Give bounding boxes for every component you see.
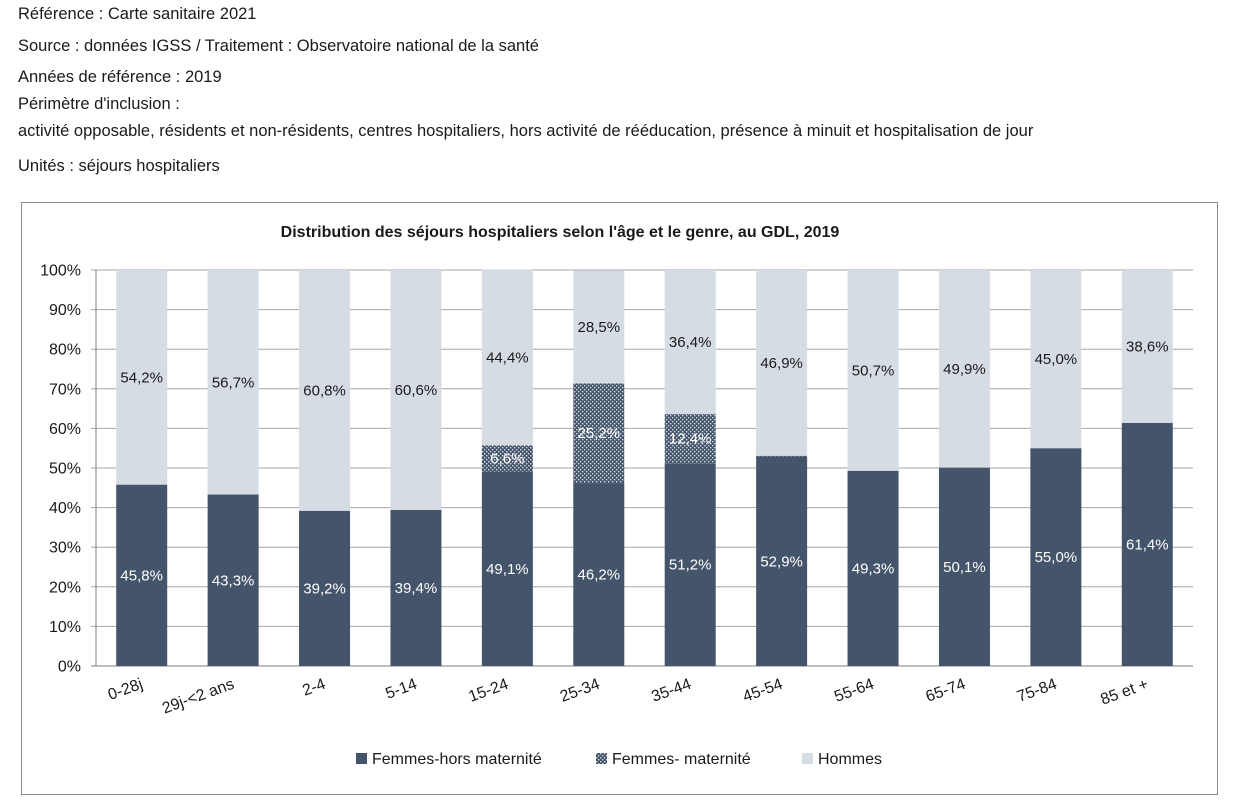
bar-hommes (299, 270, 351, 511)
bar-femmes-hors-maternite (847, 470, 899, 666)
bar-femmes-hors-maternite (1030, 448, 1082, 666)
legend-swatch-hommes (802, 753, 813, 764)
chart-title: Distribution des séjours hospitaliers se… (281, 224, 840, 241)
data-label-hommes: 60,6% (395, 382, 438, 399)
bar-femmes-hors-maternite (573, 483, 625, 666)
data-label-femmes-hors-maternite: 52,9% (760, 553, 803, 570)
source-line: Source : données IGSS / Traitement : Obs… (18, 37, 539, 55)
bar-femmes-hors-maternite (481, 471, 533, 666)
reference-line: Référence : Carte sanitaire 2021 (18, 5, 257, 23)
bar-femmes-maternite (481, 445, 533, 472)
y-tick-label: 70% (49, 381, 81, 398)
data-label-hommes: 60,8% (303, 382, 346, 399)
bar-hommes (390, 270, 442, 510)
bar-hommes (756, 270, 808, 456)
bar-femmes-maternite (756, 455, 808, 457)
y-tick-label: 90% (49, 302, 81, 319)
stacked-bar-chart: Distribution des séjours hospitaliers se… (40, 224, 1193, 768)
data-label-femmes-hors-maternite: 46,2% (578, 567, 621, 584)
data-label-femmes-hors-maternite: 43,3% (212, 572, 255, 589)
data-label-femmes-hors-maternite: 45,8% (120, 567, 163, 584)
data-label-hommes: 54,2% (120, 369, 163, 386)
bar-femmes-hors-maternite (299, 510, 351, 666)
data-label-hommes: 38,6% (1126, 338, 1169, 355)
bar-hommes (938, 270, 990, 468)
perimeter-text: activité opposable, résidents et non-rés… (18, 122, 1034, 140)
data-label-femmes-hors-maternite: 55,0% (1035, 549, 1078, 566)
data-label-hommes: 50,7% (852, 362, 895, 379)
x-tick-label: 0-28j (106, 676, 145, 704)
data-label-hommes: 49,9% (943, 361, 986, 378)
x-tick-label: 75-84 (1015, 676, 1059, 706)
bar-femmes-hors-maternite (116, 484, 168, 666)
legend-label-femmes-hors-maternite: Femmes-hors maternité (372, 751, 542, 768)
x-tick-label: 25-34 (558, 676, 602, 706)
x-tick-label: 55-64 (832, 676, 876, 706)
data-label-hommes: 45,0% (1035, 351, 1078, 368)
x-tick-label: 65-74 (924, 676, 968, 706)
x-tick-label: 5-14 (383, 676, 419, 703)
bar-femmes-hors-maternite (390, 509, 442, 666)
x-tick-label: 85 et + (1098, 676, 1150, 709)
data-label-femmes-hors-maternite: 61,4% (1126, 536, 1169, 553)
y-tick-label: 10% (49, 619, 81, 636)
bar-femmes-maternite (573, 383, 625, 484)
y-tick-label: 20% (49, 579, 81, 596)
reference-years-line: Années de référence : 2019 (18, 68, 222, 86)
bars (116, 269, 1173, 666)
y-tick-label: 0% (58, 659, 81, 676)
bar-femmes-hors-maternite (938, 467, 990, 666)
legend: Femmes-hors maternité Femmes- maternité Ho… (356, 751, 882, 768)
bar-hommes (481, 269, 533, 446)
y-axis-ticks: 0% 10% 20% 30% 40% 50% 60% 70% 80% 90% 100% (40, 263, 81, 676)
bar-hommes (207, 270, 259, 495)
chart-frame: Distribution des séjours hospitaliers se… (21, 202, 1218, 795)
data-label-femmes-maternite: 25,2% (578, 425, 621, 442)
legend-swatch-femmes-maternite (596, 753, 607, 764)
legend-label-femmes-maternite: Femmes- maternité (612, 751, 751, 768)
y-tick-label: 80% (49, 342, 81, 359)
data-label-femmes-hors-maternite: 49,3% (852, 560, 895, 577)
units-line: Unités : séjours hospitaliers (18, 157, 220, 175)
y-tick-label: 50% (49, 461, 81, 478)
data-label-femmes-maternite: 12,4% (669, 431, 712, 448)
data-label-femmes-maternite: 6,6% (490, 450, 524, 467)
bar-hommes (1030, 270, 1082, 449)
bar-hommes (847, 270, 899, 471)
x-tick-label: 35-44 (649, 676, 693, 706)
legend-label-hommes: Hommes (818, 751, 882, 768)
x-axis-ticks: 0-28j 29j-<2 ans 2-4 5-14 15-24 25-34 35-44 45-… (106, 676, 1151, 718)
data-label-femmes-hors-maternite: 49,1% (486, 561, 529, 578)
bar-femmes-hors-maternite (756, 456, 808, 666)
data-label-femmes-hors-maternite: 39,2% (303, 580, 346, 597)
bar-hommes (573, 270, 625, 384)
data-label-hommes: 46,9% (760, 355, 803, 372)
bar-femmes-hors-maternite (1121, 422, 1173, 666)
gridlines (91, 269, 1193, 667)
bar-femmes-hors-maternite (664, 463, 716, 666)
legend-swatch-femmes-hors-maternite (356, 753, 367, 764)
bar-hommes (664, 270, 716, 415)
bar-femmes-hors-maternite (207, 494, 259, 666)
y-tick-label: 60% (49, 421, 81, 438)
y-tick-label: 40% (49, 500, 81, 517)
bar-hommes (1121, 270, 1173, 423)
x-tick-label: 15-24 (466, 676, 510, 706)
perimeter-label: Périmètre d'inclusion : (18, 95, 180, 113)
x-tick-label: 29j-<2 ans (160, 676, 236, 718)
data-labels: 45,8% 54,2% 43,3% 56,7% 39,2% 60,8% 39,4% 60,6%… (120, 319, 1168, 598)
data-label-hommes: 36,4% (669, 334, 712, 351)
data-label-hommes: 44,4% (486, 350, 529, 367)
y-tick-label: 100% (40, 263, 81, 280)
data-label-hommes: 28,5% (578, 319, 621, 336)
data-label-femmes-hors-maternite: 51,2% (669, 557, 712, 574)
data-label-hommes: 56,7% (212, 374, 255, 391)
data-label-femmes-hors-maternite: 39,4% (395, 580, 438, 597)
data-label-femmes-hors-maternite: 50,1% (943, 559, 986, 576)
x-tick-label: 2-4 (300, 676, 328, 700)
bar-femmes-maternite (664, 414, 716, 464)
bar-hommes (116, 270, 168, 485)
x-tick-label: 45-54 (741, 676, 785, 706)
y-tick-label: 30% (49, 540, 81, 557)
